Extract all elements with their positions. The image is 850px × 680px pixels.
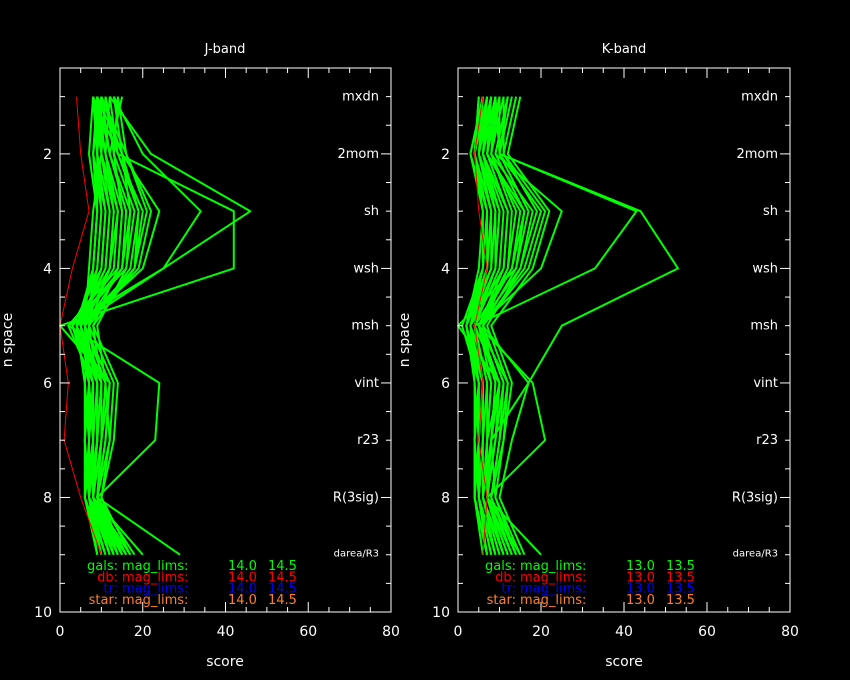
feature-label: vint [753,376,778,391]
legend-text: mag_lims: [520,559,586,574]
feature-label: msh [351,319,379,334]
x-tick-label: 60 [299,624,317,640]
feature-label: mxdn [342,90,379,105]
feature-label: r23 [756,433,778,448]
x-axis-title: score [605,654,643,670]
x-tick-label: 20 [532,624,550,640]
panel-title: J-band [204,42,246,57]
legend-hi: 13.5 [666,593,695,608]
legend-name: tr: [103,582,118,597]
data-traces [59,96,252,556]
y-tick-label: 6 [441,376,450,392]
legend-hi: 13.5 [666,582,695,597]
feature-label: darea/R3 [733,549,778,560]
feature-label: darea/R3 [334,549,379,560]
feature-label: wsh [752,261,778,276]
feature-label: R(3sig) [732,490,778,505]
legend-hi: 14.5 [268,593,297,608]
y-tick-label: 2 [441,147,450,163]
feature-label: wsh [353,261,379,276]
feature-label: 2mom [337,147,379,162]
legend-text: mag_lims: [122,582,188,597]
gals-series-line [486,96,538,556]
legend-lo: 14.0 [228,559,257,574]
gals-series-line [490,96,551,556]
legend-name: gals: [87,559,118,574]
legend-hi: 14.5 [268,570,297,585]
x-tick-label: 0 [454,624,463,640]
legend-text: mag_lims: [520,582,586,597]
legend-name: db: [495,570,516,585]
legend-hi: 14.5 [268,582,297,597]
feature-label: r23 [357,433,379,448]
legend-name: db: [97,570,118,585]
legend-hi: 13.5 [666,559,695,574]
x-tick-label: 40 [217,624,235,640]
j-band-panel: J-band score n space 0 20 40 60 80 2 4 6 8 10 mxdn… [0,42,400,670]
legend-text: mag_lims: [520,593,586,608]
x-tick-label: 80 [382,624,400,640]
gals-series-line [83,96,140,556]
gals-series-line [481,96,542,556]
gals-series-line [469,96,493,555]
legend-name: tr: [501,582,516,597]
x-tick-label: 80 [781,624,799,640]
x-tick-label: 40 [615,624,633,640]
x-axis-title: score [206,654,244,670]
panel-title: K-band [602,42,647,57]
y-tick-label: 10 [432,605,450,621]
y-tick-label: 6 [43,376,52,392]
legend-text: mag_lims: [122,570,188,585]
feature-label: msh [750,319,778,334]
data-traces [457,96,679,556]
y-axis-title: n space [397,313,413,367]
legend-lo: 13.0 [626,559,655,574]
legend-name: star: [487,593,516,608]
legend-text: mag_lims: [122,593,188,608]
gals-series-line [465,96,489,555]
legend-lo: 13.0 [626,570,655,585]
legend-lo: 14.0 [228,593,257,608]
gals-series-line [75,96,103,555]
x-tick-label: 20 [134,624,152,640]
y-tick-label: 2 [43,147,52,163]
y-tick-label: 10 [34,605,52,621]
x-tick-label: 0 [56,624,65,640]
legend-text: mag_lims: [520,570,586,585]
feature-label: 2mom [736,147,778,162]
feature-label: sh [763,204,778,219]
legend-lo: 14.0 [228,582,257,597]
legend-name: gals: [485,559,516,574]
y-tick-label: 4 [43,261,52,277]
y-tick-label: 8 [441,490,450,506]
gals-series-line [92,96,148,556]
feature-label: sh [364,204,379,219]
legend-hi: 14.5 [268,559,297,574]
legend-lo: 14.0 [228,570,257,585]
legend-lo: 13.0 [626,593,655,608]
legend-lo: 13.0 [626,582,655,597]
feature-label: vint [354,376,379,391]
gals-series-line [490,96,679,556]
legend-text: mag_lims: [122,559,188,574]
legend-name: star: [89,593,118,608]
y-tick-label: 8 [43,490,52,506]
legend-hi: 13.5 [666,570,695,585]
x-tick-label: 60 [698,624,716,640]
feature-label: R(3sig) [333,490,379,505]
k-band-panel: K-band score n space 0 20 40 60 80 2 4 6 8 10 mxdn… [397,42,799,670]
gals-series-line [88,96,140,556]
y-tick-label: 4 [441,261,450,277]
y-axis-title: n space [0,313,16,367]
db-series-line [474,96,488,555]
feature-label: mxdn [741,90,778,105]
